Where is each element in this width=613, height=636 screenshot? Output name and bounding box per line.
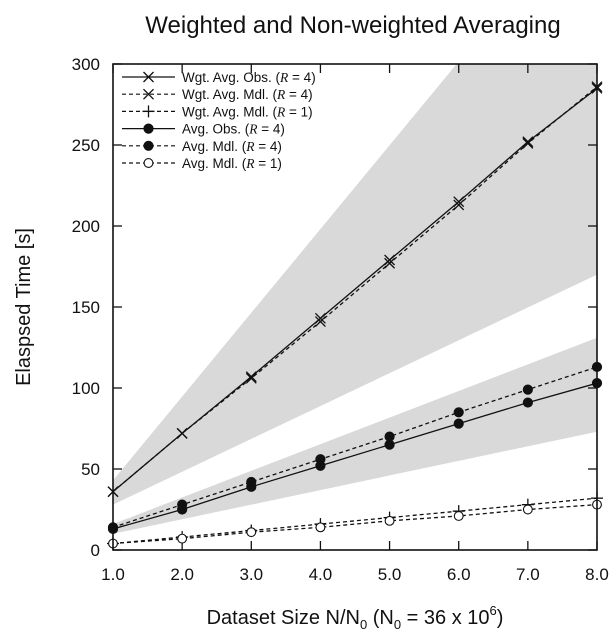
series-5-point-4 (315, 454, 326, 465)
x-axis-label-sub1: 0 (360, 617, 367, 632)
x-tick-label-7: 7.0 (516, 565, 540, 584)
x-tick-label-5: 5.0 (378, 565, 402, 584)
series-6-point-3 (246, 527, 257, 538)
series-line-4 (113, 382, 597, 530)
series-5-point-2 (177, 499, 188, 510)
legend-marker-1 (143, 71, 154, 83)
legend-entry-4: Avg. Obs. (R = 4) (182, 122, 285, 137)
series-1-point-4 (314, 312, 326, 324)
legend-entry-6: Avg. Mdl. (R = 1) (182, 156, 282, 171)
legend-marker-5 (143, 140, 154, 151)
series-4-point-7 (522, 397, 533, 408)
x-tick-label-6: 6.0 (447, 565, 471, 584)
x-axis-label-eq: = 36 x 10 (401, 607, 489, 629)
confidence-band-2 (113, 337, 597, 534)
legend: Wgt. Avg. Obs. (R = 4) Wgt. Avg. Mdl. (R … (122, 70, 316, 171)
series-line-5 (113, 366, 597, 528)
series-2-point-3 (245, 372, 257, 384)
x-axis-label-sub2: 0 (394, 617, 401, 632)
y-tick-label-6: 250 (72, 136, 100, 155)
series-1-point-3 (245, 371, 257, 383)
x-tick-label-4: 4.0 (309, 565, 333, 584)
legend-entry-2: Wgt. Avg. Mdl. (R = 4) (182, 87, 313, 102)
x-axis-label-mid: (N (367, 607, 394, 629)
x-tick-label-2: 2.0 (170, 565, 194, 584)
series-6-point-5 (384, 515, 395, 526)
series-6-point-2 (177, 533, 188, 544)
x-tick-label-3: 3.0 (239, 565, 263, 584)
series-2-point-2 (176, 427, 188, 439)
y-tick-label-2: 50 (81, 460, 100, 479)
y-tick-labels: 0 50 100 150 200 250 300 (72, 55, 100, 560)
x-axis-label-sup: 6 (490, 603, 497, 618)
series-2-point-6 (453, 199, 465, 211)
series-5-point-5 (384, 431, 395, 442)
y-tick-label-5: 200 (72, 217, 100, 236)
x-tick-label-8: 8.0 (585, 565, 609, 584)
series-markers (107, 81, 603, 550)
series-1-point-5 (384, 254, 396, 266)
x-axis-label: Dataset Size N/N0 (N0 = 36 x 106) (207, 603, 504, 632)
series-1-point-6 (453, 196, 465, 208)
series-6-point-6 (453, 511, 464, 521)
x-tick-label-1: 1.0 (101, 565, 125, 584)
legend-entry-5: Avg. Mdl. (R = 4) (182, 139, 282, 154)
chart-title: Weighted and Non-weighted Averaging (145, 12, 560, 39)
legend-marker-4 (143, 123, 154, 134)
series-5-point-6 (453, 407, 464, 418)
legend-entry-3: Wgt. Avg. Mdl. (R = 1) (182, 104, 313, 119)
y-tick-label-1: 0 (91, 541, 100, 560)
plot-frame (112, 63, 598, 551)
series-4-point-6 (453, 418, 464, 429)
series-2-point-7 (522, 137, 534, 149)
confidence-band-1 (113, 64, 597, 505)
series-6-point-7 (522, 504, 533, 515)
series-lines (113, 86, 597, 545)
confidence-bands (113, 64, 597, 534)
x-axis-label-prefix: Dataset Size N/N (207, 607, 360, 629)
series-5-point-3 (246, 476, 257, 488)
series-1-point-7 (522, 136, 534, 148)
legend-marker-6 (143, 158, 154, 168)
series-line-6 (113, 503, 597, 545)
series-6-point-4 (315, 522, 326, 533)
series-line-2 (113, 86, 597, 493)
series-2-point-4 (314, 316, 326, 328)
y-axis-label: Elaspsed Time [s] (13, 228, 35, 386)
x-axis-label-close: ) (497, 607, 504, 629)
x-tick-labels: 1.0 2.0 3.0 4.0 5.0 6.0 7.0 8.0 (101, 565, 609, 584)
legend-entry-1: Wgt. Avg. Obs. (R = 4) (182, 70, 316, 85)
y-tick-label-3: 100 (72, 379, 100, 398)
legend-marker-2 (143, 88, 154, 100)
series-5-point-7 (522, 384, 533, 395)
y-tick-label-4: 150 (72, 298, 100, 317)
series-2-point-5 (384, 257, 396, 269)
legend-marker-3 (142, 105, 155, 118)
y-tick-label-7: 300 (72, 55, 100, 74)
